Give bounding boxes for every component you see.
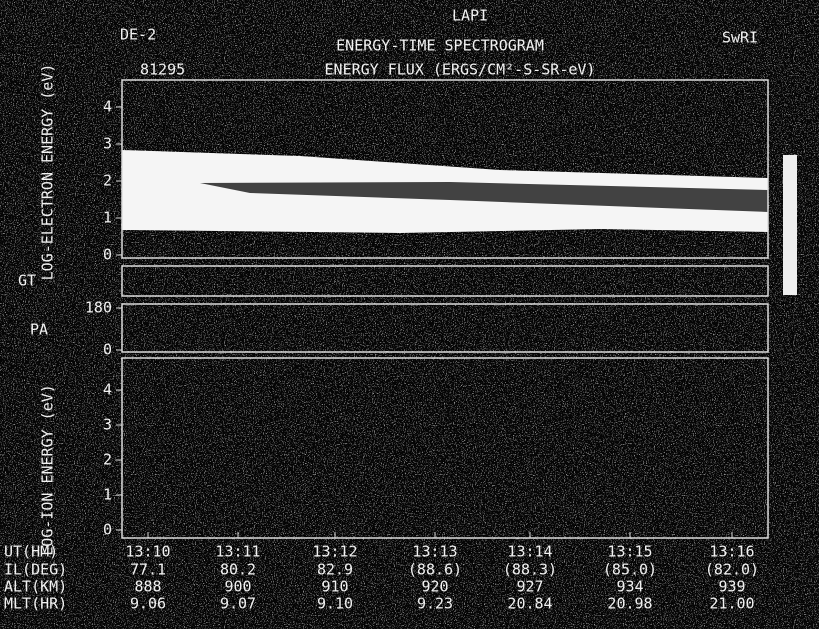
- gt-label: GT: [18, 272, 36, 290]
- row-value: 13:11: [215, 543, 260, 561]
- ion-panel: [121, 357, 769, 539]
- row-label: IL(DEG): [4, 561, 67, 579]
- tick-label: 3: [103, 416, 112, 434]
- row-value: 888: [134, 578, 161, 596]
- row-value: (85.0): [603, 561, 657, 579]
- tick-label: 4: [103, 98, 112, 116]
- row-value: 927: [516, 578, 543, 596]
- row-value: 20.84: [507, 595, 552, 613]
- row-value: 939: [718, 578, 745, 596]
- institution: SwRI: [722, 29, 758, 47]
- row-value: 13:14: [507, 543, 552, 561]
- pa-panel: [121, 303, 769, 353]
- instrument: LAPI: [452, 7, 488, 25]
- row-value: 13:15: [607, 543, 652, 561]
- row-value: 9.07: [220, 595, 256, 613]
- row-value: (88.6): [408, 561, 462, 579]
- row-value: 910: [321, 578, 348, 596]
- tick-label: 0: [103, 341, 112, 359]
- tick-label: 4: [103, 381, 112, 399]
- electron-panel: [121, 79, 769, 259]
- tick-label: 0: [103, 521, 112, 539]
- title: ENERGY-TIME SPECTROGRAM: [336, 37, 544, 55]
- row-label: MLT(HR): [4, 595, 67, 613]
- gt-panel: [121, 265, 769, 297]
- tick-label: 2: [103, 172, 112, 190]
- tick-label: 3: [103, 135, 112, 153]
- row-value: 13:16: [709, 543, 754, 561]
- tick-label: 180: [85, 299, 112, 317]
- day: 81295: [140, 61, 185, 79]
- row-value: 13:13: [412, 543, 457, 561]
- row-label: UT(HM): [4, 543, 58, 561]
- row-value: 9.23: [417, 595, 453, 613]
- pa-label: PA: [30, 321, 48, 339]
- row-value: 13:12: [312, 543, 357, 561]
- electron-label: LOG-ELECTRON ENERGY (eV): [39, 64, 57, 281]
- row-value: (82.0): [705, 561, 759, 579]
- band-structure: [200, 182, 768, 212]
- row-value: 920: [421, 578, 448, 596]
- row-value: (88.3): [503, 561, 557, 579]
- ion-label: LOG-ION ENERGY (eV): [39, 384, 57, 556]
- row-value: 13:10: [125, 543, 170, 561]
- tick-label: 1: [103, 209, 112, 227]
- color-bar: [783, 155, 797, 295]
- row-value: 80.2: [220, 561, 256, 579]
- row-value: 934: [616, 578, 643, 596]
- mission: DE-2: [120, 26, 156, 44]
- row-value: 77.1: [130, 561, 166, 579]
- row-value: 20.98: [607, 595, 652, 613]
- row-value: 900: [224, 578, 251, 596]
- row-value: 9.06: [130, 595, 166, 613]
- tick-label: 0: [103, 246, 112, 264]
- row-value: 82.9: [317, 561, 353, 579]
- row-value: 21.00: [709, 595, 754, 613]
- row-value: 9.10: [317, 595, 353, 613]
- tick-label: 1: [103, 486, 112, 504]
- row-label: ALT(KM): [4, 578, 67, 596]
- tick-label: 2: [103, 451, 112, 469]
- subtitle: ENERGY FLUX (ERGS/CM²-S-SR-eV): [325, 61, 596, 79]
